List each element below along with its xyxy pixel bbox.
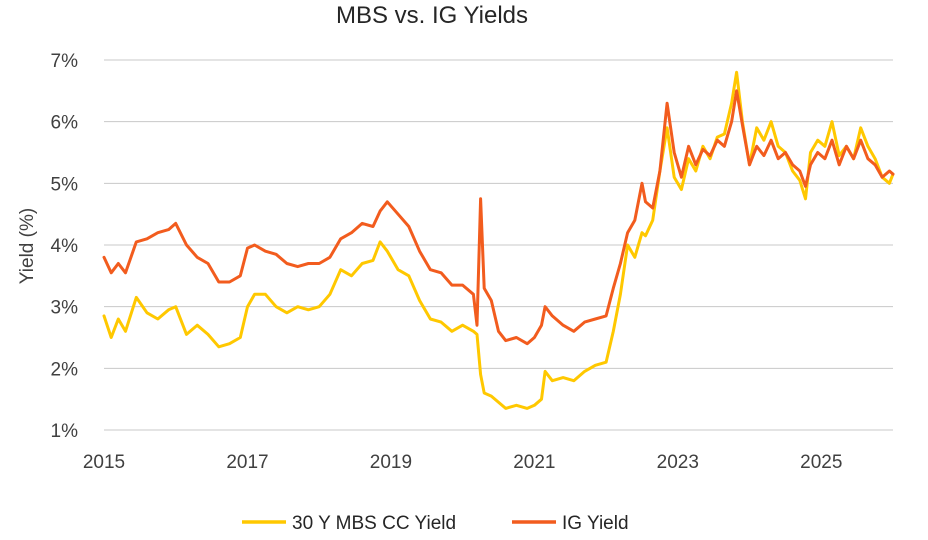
series-line-1 [102,89,895,346]
y-tick-label: 6% [51,113,79,134]
chart-title: MBS vs. IG Yields [336,2,528,29]
x-tick-label: 2019 [370,452,412,473]
x-tick-label: 2015 [83,452,125,473]
legend-label: IG Yield [562,513,629,534]
y-tick-label: 1% [51,421,79,442]
x-tick-label: 2017 [226,452,268,473]
x-tick-label: 2025 [800,452,842,473]
series-line-0 [102,70,895,410]
legend-label: 30 Y MBS CC Yield [292,513,456,534]
y-tick-label: 2% [51,359,79,380]
y-tick-label: 5% [51,174,79,195]
y-axis-label: Yield (%) [17,208,38,284]
gridlines [104,59,893,431]
y-tick-label: 7% [51,51,79,72]
y-axis-ticks: 1% 2% 3% 4% 5% 6% 7% [51,51,79,442]
y-tick-label: 3% [51,298,79,319]
x-tick-label: 2023 [657,452,699,473]
legend: 30 Y MBS CC Yield IG Yield [242,513,629,534]
x-axis-ticks: 2015 2017 2019 2021 2023 2025 [83,452,843,473]
x-tick-label: 2021 [513,452,555,473]
series-lines [102,70,895,410]
y-tick-label: 4% [51,236,79,257]
